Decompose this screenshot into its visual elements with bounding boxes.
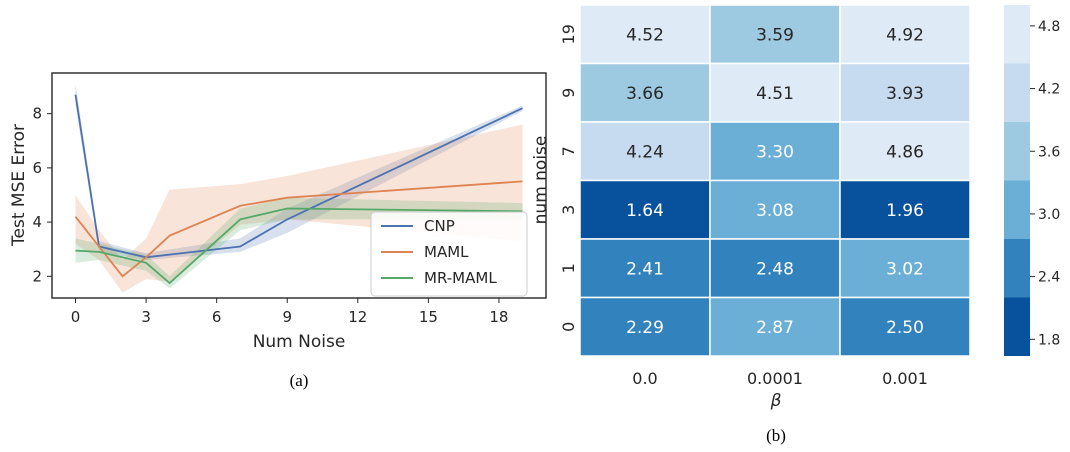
colorbar-segment (1004, 122, 1030, 181)
x-tick-label: 18 (489, 308, 508, 326)
heatmap-cell-value: 2.41 (626, 259, 664, 279)
heatmap-cell-value: 1.64 (626, 201, 664, 221)
heatmap-x-axis-label: β (770, 391, 782, 411)
legend-label-maml: MAML (424, 243, 469, 261)
legend-label-cnp: CNP (424, 217, 455, 235)
heatmap-cell-value: 4.86 (886, 142, 924, 162)
heatmap-cell-value: 4.51 (756, 84, 794, 104)
heatmap-cell-value: 2.48 (756, 259, 794, 279)
heatmap-cell-value: 2.87 (756, 318, 794, 338)
colorbar (1004, 5, 1030, 356)
x-tick-label: 3 (141, 308, 151, 326)
heatmap-x-tick-label: 0.0001 (747, 369, 803, 388)
heatmap-panel: 4.52 3.59 4.92 3.66 4.51 3.93 4.24 3.30 4.86 1.64… (531, 5, 1060, 445)
heatmap-cell-value: 3.08 (756, 201, 794, 221)
x-tick-label: 6 (212, 308, 222, 326)
heatmap-cell-value: 3.93 (886, 84, 924, 104)
y-axis-ticks: 2 4 6 8 (32, 105, 52, 286)
colorbar-tick-label: 4.8 (1038, 19, 1060, 35)
heatmap-y-tick-label: 1 (559, 263, 578, 273)
x-axis-ticks: 0 3 6 9 12 15 18 (71, 298, 509, 326)
x-tick-label: 12 (348, 308, 367, 326)
heatmap-y-tick-label: 7 (559, 146, 578, 156)
colorbar-tick-label: 3.6 (1038, 144, 1060, 160)
caption-b: (b) (766, 426, 786, 445)
heatmap-cell-value: 4.52 (626, 25, 664, 45)
heatmap-cell-value: 3.02 (886, 259, 924, 279)
heatmap-x-tick-label: 0.0 (632, 369, 657, 388)
heatmap-cells (580, 5, 970, 356)
heatmap-cell-value: 1.96 (886, 201, 924, 221)
colorbar-segment (1004, 64, 1030, 123)
heatmap-cell-value: 3.66 (626, 84, 664, 104)
colorbar-ticks: 1.8 2.4 3.0 3.6 4.2 4.8 (1030, 19, 1060, 348)
heatmap-y-tick-label: 3 (559, 205, 578, 215)
heatmap-cell-value: 4.24 (626, 142, 664, 162)
colorbar-tick-label: 4.2 (1038, 82, 1060, 98)
colorbar-segment (1004, 239, 1030, 298)
line-chart-panel: 0 3 6 9 12 15 18 2 4 6 8 Num Noise Test MSE Error… (9, 73, 546, 390)
y-tick-label: 4 (32, 213, 42, 231)
y-axis-label: Test MSE Error (9, 124, 29, 247)
x-tick-label: 15 (419, 308, 438, 326)
heatmap-y-tick-label: 19 (559, 24, 578, 44)
y-tick-label: 2 (32, 267, 42, 285)
colorbar-segment (1004, 5, 1030, 64)
heatmap-cell-value: 2.50 (886, 318, 924, 338)
caption-a: (a) (290, 371, 309, 390)
colorbar-segment (1004, 181, 1030, 240)
heatmap-y-axis-label: num noise (531, 136, 551, 225)
y-tick-label: 8 (32, 105, 42, 123)
colorbar-tick-label: 2.4 (1038, 270, 1060, 286)
heatmap-x-ticks: 0.0 0.0001 0.001 (632, 369, 928, 388)
x-tick-label: 9 (282, 308, 292, 326)
y-tick-label: 6 (32, 159, 42, 177)
colorbar-tick-label: 3.0 (1038, 207, 1060, 223)
heatmap-cell-value: 2.29 (626, 318, 664, 338)
legend: CNP MAML MR-MAML (371, 212, 527, 296)
colorbar-tick-label: 1.8 (1038, 332, 1060, 348)
heatmap-cell-value: 3.30 (756, 142, 794, 162)
x-tick-label: 0 (71, 308, 81, 326)
heatmap-x-tick-label: 0.001 (882, 369, 928, 388)
heatmap-y-tick-label: 0 (559, 322, 578, 332)
x-axis-label: Num Noise (253, 332, 346, 352)
heatmap-cell-value: 3.59 (756, 25, 794, 45)
heatmap-cell-value: 4.92 (886, 25, 924, 45)
legend-label-mr-maml: MR-MAML (424, 269, 497, 287)
heatmap-y-ticks: 19 9 7 3 1 0 (559, 24, 578, 332)
colorbar-segment (1004, 298, 1030, 357)
heatmap-y-tick-label: 9 (559, 88, 578, 98)
